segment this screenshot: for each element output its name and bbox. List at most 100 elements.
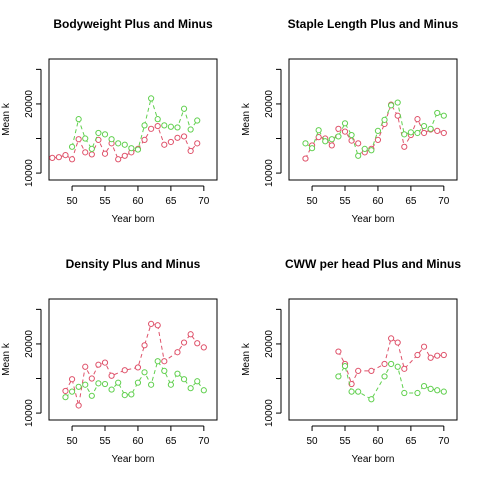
data-point xyxy=(154,122,161,130)
data-point xyxy=(174,124,181,131)
data-point xyxy=(420,343,428,350)
x-tick-label: 50 xyxy=(66,196,78,207)
data-point xyxy=(161,141,168,148)
x-tick-label: 70 xyxy=(198,436,210,447)
y-tick-label: 10000 xyxy=(264,159,275,187)
x-tick-label: 60 xyxy=(372,196,384,207)
data-point xyxy=(161,358,168,365)
data-point xyxy=(440,351,447,359)
data-point xyxy=(401,365,408,372)
data-point xyxy=(427,385,434,392)
data-point xyxy=(95,129,102,137)
data-point xyxy=(154,358,161,365)
data-point xyxy=(368,396,375,403)
data-point xyxy=(75,136,82,143)
data-point xyxy=(75,383,82,390)
data-point xyxy=(68,376,76,383)
data-point xyxy=(394,363,401,370)
data-point xyxy=(381,116,388,123)
data-point xyxy=(427,125,434,132)
data-point xyxy=(141,342,148,349)
data-point xyxy=(335,373,342,380)
y-axis-label: Mean k xyxy=(241,342,252,376)
plot-frame xyxy=(48,298,218,421)
data-point xyxy=(62,394,69,401)
data-point xyxy=(355,367,362,375)
x-tick-label: 50 xyxy=(306,196,318,207)
data-point xyxy=(95,361,102,368)
data-point xyxy=(180,376,188,383)
x-tick-label: 60 xyxy=(372,436,384,447)
data-point xyxy=(134,146,142,153)
data-point xyxy=(420,122,428,130)
data-point xyxy=(368,367,375,375)
data-point xyxy=(194,340,201,347)
x-axis-label: Year born xyxy=(352,454,395,465)
data-point xyxy=(200,344,207,351)
y-tick-label: 10000 xyxy=(24,399,35,427)
data-point xyxy=(388,102,395,109)
data-point xyxy=(148,381,155,388)
data-point xyxy=(341,120,349,127)
chart-panel-2: Staple Length Plus and Minus 50 55 60 65 70 Ye… xyxy=(241,17,459,225)
data-point xyxy=(407,129,414,136)
data-point xyxy=(115,379,122,386)
data-point xyxy=(194,117,201,124)
data-point xyxy=(88,392,95,399)
x-tick-label: 60 xyxy=(132,196,144,207)
data-point xyxy=(154,116,161,123)
series-line xyxy=(65,360,205,398)
data-point xyxy=(68,143,76,150)
series-line xyxy=(305,101,444,157)
x-tick-label: 50 xyxy=(306,436,318,447)
data-point xyxy=(134,379,142,386)
data-point xyxy=(148,320,155,327)
data-point xyxy=(121,392,128,399)
x-tick-label: 55 xyxy=(99,436,111,447)
data-point xyxy=(128,391,135,398)
data-point xyxy=(381,360,388,368)
data-point xyxy=(82,381,89,388)
y-tick-label: 20000 xyxy=(24,330,35,358)
data-point xyxy=(121,152,128,159)
data-point xyxy=(121,367,128,374)
data-point xyxy=(302,155,309,162)
data-point xyxy=(194,378,201,385)
data-point xyxy=(68,388,76,395)
data-point xyxy=(355,388,362,395)
data-point xyxy=(348,380,355,388)
data-point xyxy=(420,129,428,137)
series-line xyxy=(71,96,198,151)
data-point xyxy=(440,112,447,119)
data-point xyxy=(374,127,382,135)
data-point xyxy=(95,380,102,387)
data-point xyxy=(200,387,207,394)
data-point xyxy=(101,131,109,138)
data-point xyxy=(82,135,89,142)
data-point xyxy=(394,112,401,119)
data-point xyxy=(341,128,349,135)
data-point xyxy=(154,322,161,329)
data-point xyxy=(82,363,89,370)
data-point xyxy=(88,151,95,158)
data-point xyxy=(174,349,181,356)
data-point xyxy=(434,352,441,359)
y-tick-label: 20000 xyxy=(264,330,275,358)
chart-title: Staple Length Plus and Minus xyxy=(288,17,459,31)
data-point xyxy=(75,402,82,409)
chart-panel-4: CWW per head Plus and Minus 50 55 60 65 70 Yea… xyxy=(241,257,461,465)
data-point xyxy=(341,362,349,370)
data-point xyxy=(148,95,155,102)
x-axis-label: Year born xyxy=(112,454,155,465)
data-point xyxy=(174,370,181,377)
data-point xyxy=(141,122,148,129)
chart-title: Bodyweight Plus and Minus xyxy=(53,17,213,31)
data-point xyxy=(167,138,174,146)
data-point xyxy=(414,351,421,359)
data-point xyxy=(55,154,62,161)
data-point xyxy=(401,143,408,150)
data-point xyxy=(394,339,401,346)
data-point xyxy=(75,116,82,123)
y-axis-label: Mean k xyxy=(1,342,12,376)
